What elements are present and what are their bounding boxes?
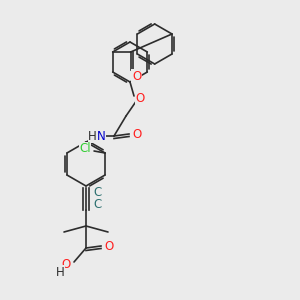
Text: O: O	[135, 92, 145, 104]
Text: Cl: Cl	[79, 142, 91, 155]
Text: N: N	[97, 130, 105, 142]
Text: H: H	[56, 266, 64, 278]
Text: O: O	[132, 70, 141, 83]
Text: C: C	[93, 199, 101, 212]
Text: C: C	[93, 187, 101, 200]
Text: O: O	[104, 241, 114, 254]
Text: H: H	[88, 130, 97, 142]
Text: O: O	[132, 128, 142, 142]
Text: O: O	[61, 257, 70, 271]
